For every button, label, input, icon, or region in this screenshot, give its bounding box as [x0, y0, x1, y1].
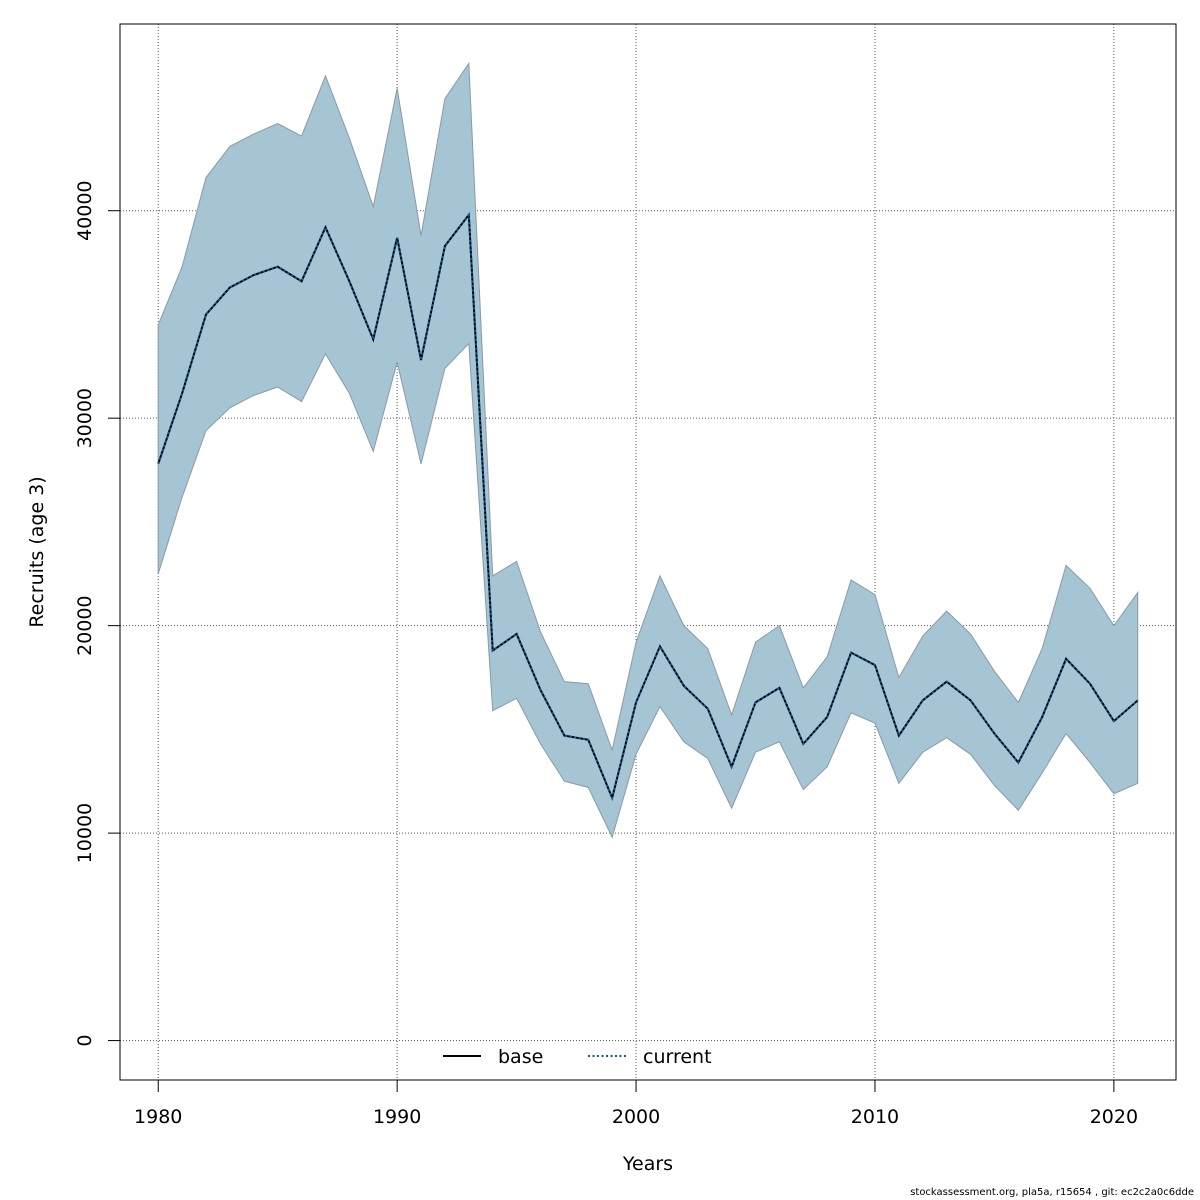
x-tick-label-1990: 1990 [373, 1106, 421, 1128]
legend-label-current: current [643, 1046, 712, 1068]
x-axis-title: Years [622, 1153, 673, 1175]
y-tick-label-30000: 30000 [74, 388, 96, 448]
confidence-band-group [157, 61, 1139, 839]
series-lines-group [157, 212, 1139, 802]
legend-label-base: base [498, 1046, 543, 1068]
legend: base current [443, 1046, 712, 1068]
axes: 1980 1990 2000 2010 2020 0 10000 20000 30000 4000… [74, 180, 1138, 1128]
y-tick-label-20000: 20000 [74, 595, 96, 655]
x-tick-label-2010: 2010 [851, 1106, 899, 1128]
y-tick-label-0: 0 [74, 1035, 96, 1047]
x-tick-label-2020: 2020 [1090, 1106, 1138, 1128]
y-tick-label-10000: 10000 [74, 803, 96, 863]
y-tick-label-40000: 40000 [74, 180, 96, 240]
series-line-current [157, 212, 1139, 802]
x-tick-label-1980: 1980 [134, 1106, 182, 1128]
y-axis-title: Recruits (age 3) [26, 476, 48, 627]
x-tick-label-2000: 2000 [612, 1106, 660, 1128]
grid-lines [120, 24, 1176, 1080]
confidence-band [157, 61, 1139, 839]
footer-credit: stockassessment.org, pla5a, r15654 , git… [910, 1187, 1194, 1198]
